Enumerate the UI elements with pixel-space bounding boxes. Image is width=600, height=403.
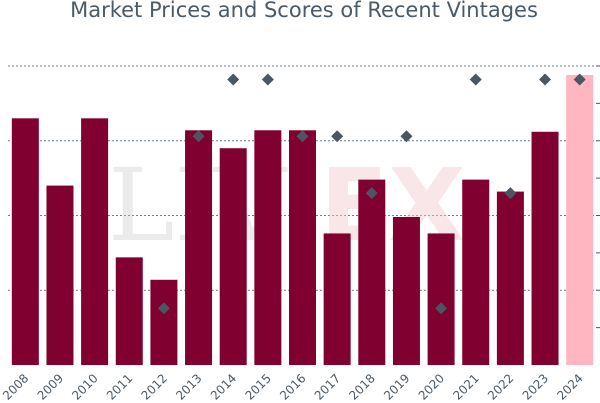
- x-tick-label: 2022: [485, 371, 516, 402]
- score-marker-2012: [157, 302, 170, 315]
- score-marker-2022: [504, 187, 517, 200]
- x-tick-label: 2010: [69, 371, 100, 402]
- x-tick-label: 2013: [173, 371, 204, 402]
- x-tick-label: 2017: [312, 371, 343, 402]
- x-tick-label: 2015: [242, 371, 273, 402]
- score-marker-2018: [365, 187, 378, 200]
- x-tick-label: 2008: [0, 371, 31, 402]
- bar-2015: [254, 130, 282, 365]
- score-marker-2020: [435, 302, 448, 315]
- x-tick-label: 2018: [346, 371, 377, 402]
- chart-title: Market Prices and Scores of Recent Vinta…: [70, 0, 538, 22]
- score-marker-2021: [469, 73, 482, 86]
- x-tick-label: 2014: [208, 371, 239, 402]
- x-tick-label: 2012: [139, 371, 170, 402]
- score-marker-2023: [539, 73, 552, 86]
- score-marker-2013: [192, 130, 205, 143]
- marker-layer: [157, 73, 586, 315]
- bar-2010: [81, 118, 109, 365]
- bar-2017: [323, 233, 351, 365]
- bar-2008: [11, 118, 39, 365]
- bar-2020: [427, 233, 455, 365]
- bar-layer: [11, 74, 594, 365]
- bar-2019: [392, 216, 420, 365]
- x-tick-label: 2019: [381, 371, 412, 402]
- bar-2013: [185, 130, 213, 365]
- bar-2016: [289, 130, 316, 365]
- score-marker-2015: [261, 73, 274, 86]
- score-marker-2017: [331, 130, 344, 143]
- bar-2024: [566, 74, 594, 365]
- x-axis: 2008 2009 2010 2011 2012 2013 2014 2015 2016 2017…: [0, 371, 586, 402]
- bar-2018: [358, 179, 386, 365]
- score-marker-2016: [296, 130, 309, 143]
- score-marker-2014: [227, 73, 240, 86]
- bar-2022: [496, 191, 524, 365]
- bar-2014: [219, 148, 247, 365]
- bar-2012: [150, 279, 178, 365]
- x-tick-label: 2024: [554, 371, 585, 402]
- grid-layer: [8, 65, 600, 329]
- score-marker-2024: [573, 73, 586, 86]
- bar-2023: [531, 131, 559, 365]
- bar-2021: [462, 179, 490, 365]
- x-tick-label: 2011: [104, 371, 135, 402]
- x-tick-label: 2023: [520, 371, 551, 402]
- x-tick-label: 2009: [35, 371, 66, 402]
- bar-2011: [115, 257, 143, 365]
- x-tick-label: 2021: [450, 371, 481, 402]
- x-tick-label: 2016: [277, 371, 308, 402]
- x-tick-label: 2020: [416, 371, 447, 402]
- score-marker-2019: [400, 130, 413, 143]
- bar-2009: [46, 185, 74, 365]
